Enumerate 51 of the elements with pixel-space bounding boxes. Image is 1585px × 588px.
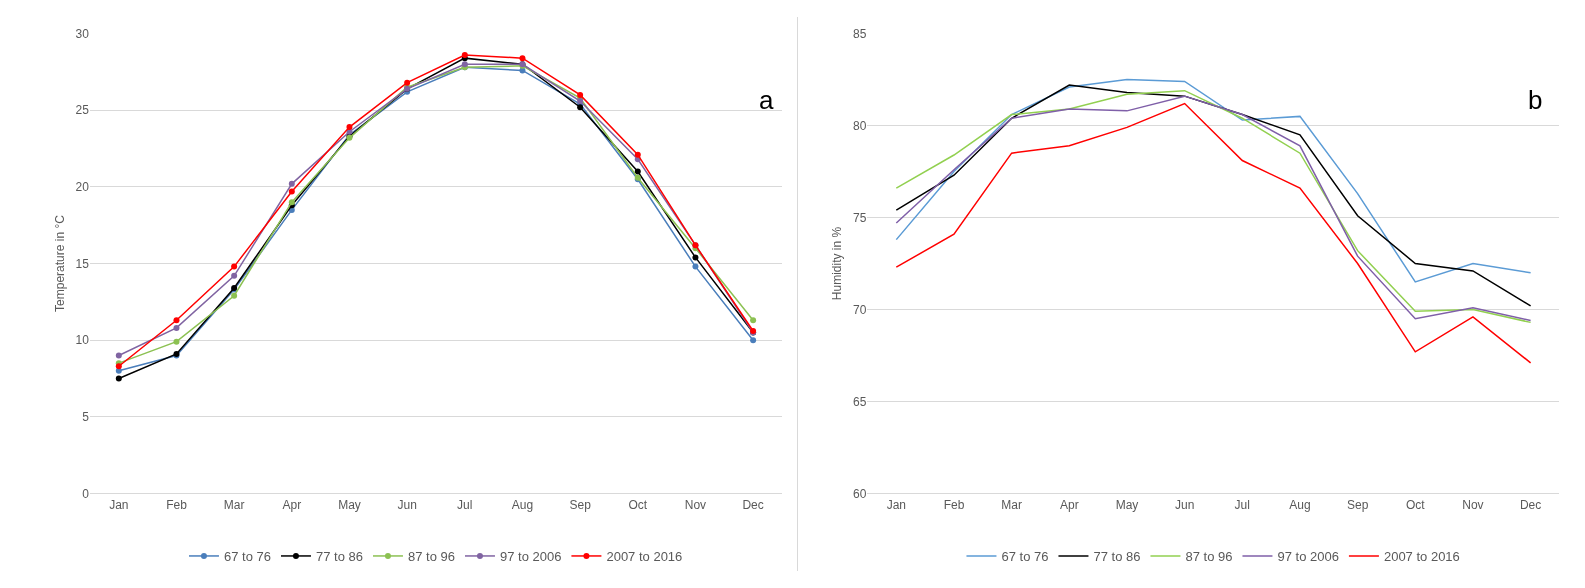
legend-label: 67 to 76 (1001, 549, 1049, 565)
x-tick-label: Aug (511, 497, 534, 512)
x-tick-label: Nov (684, 497, 707, 512)
y-tick-label: 25 (75, 103, 90, 118)
legend-label: 2007 to 2016 (1383, 549, 1460, 565)
x-tick-label: Jun (397, 497, 417, 512)
x-tick-label: Feb (166, 497, 188, 512)
y-tick-label: 70 (853, 302, 867, 317)
y-tick-label: 20 (75, 180, 90, 195)
y-tick-label: 10 (75, 333, 90, 348)
y-tick-label: 15 (75, 256, 90, 271)
x-tick-label: Sep (569, 497, 592, 512)
x-tick-label: Jun (1174, 497, 1195, 512)
x-tick-label: Oct (1405, 497, 1426, 512)
x-tick-label: Apr (1059, 497, 1079, 512)
x-tick-label: Oct (628, 497, 648, 512)
annotation: a (759, 85, 774, 115)
legend-label: 97 to 2006 (1277, 549, 1339, 565)
x-tick-label: Apr (282, 497, 302, 512)
y-tick-label: 75 (853, 210, 867, 225)
legend-label: 97 to 2006 (499, 549, 562, 565)
legend-label: 2007 to 2016 (606, 549, 683, 565)
legend-label: 77 to 86 (315, 549, 363, 565)
y-tick-label: 30 (75, 26, 90, 41)
x-tick-label: Dec (1519, 497, 1542, 512)
legend-label: 87 to 96 (1185, 549, 1233, 565)
y-axis-title: Temperature in °C (52, 214, 67, 312)
y-tick-label: 65 (853, 394, 867, 409)
y-axis-title: Humidity in % (830, 226, 845, 301)
legend-label: 77 to 86 (1093, 549, 1141, 565)
x-tick-label: Aug (1289, 497, 1311, 512)
annotation: b (1528, 85, 1543, 115)
x-tick-label: Sep (1346, 497, 1369, 512)
x-tick-label: Jan (109, 497, 129, 512)
legend-label: 67 to 76 (223, 549, 271, 565)
y-tick-label: 0 (82, 486, 90, 501)
x-tick-label: May (1115, 497, 1139, 512)
x-tick-label: Nov (1462, 497, 1484, 512)
y-tick-label: 80 (853, 118, 867, 133)
legend-label: 87 to 96 (407, 549, 455, 565)
y-tick-label: 60 (853, 486, 867, 501)
x-tick-label: Feb (943, 497, 965, 512)
x-tick-label: Mar (1001, 497, 1022, 512)
y-tick-label: 85 (853, 26, 867, 41)
x-tick-label: Jul (1234, 497, 1250, 512)
x-tick-label: Jan (886, 497, 906, 512)
x-tick-label: Jul (457, 497, 473, 512)
x-tick-label: Mar (223, 497, 245, 512)
y-tick-label: 5 (82, 410, 90, 424)
x-tick-label: Dec (742, 497, 764, 512)
x-tick-label: May (338, 497, 361, 512)
